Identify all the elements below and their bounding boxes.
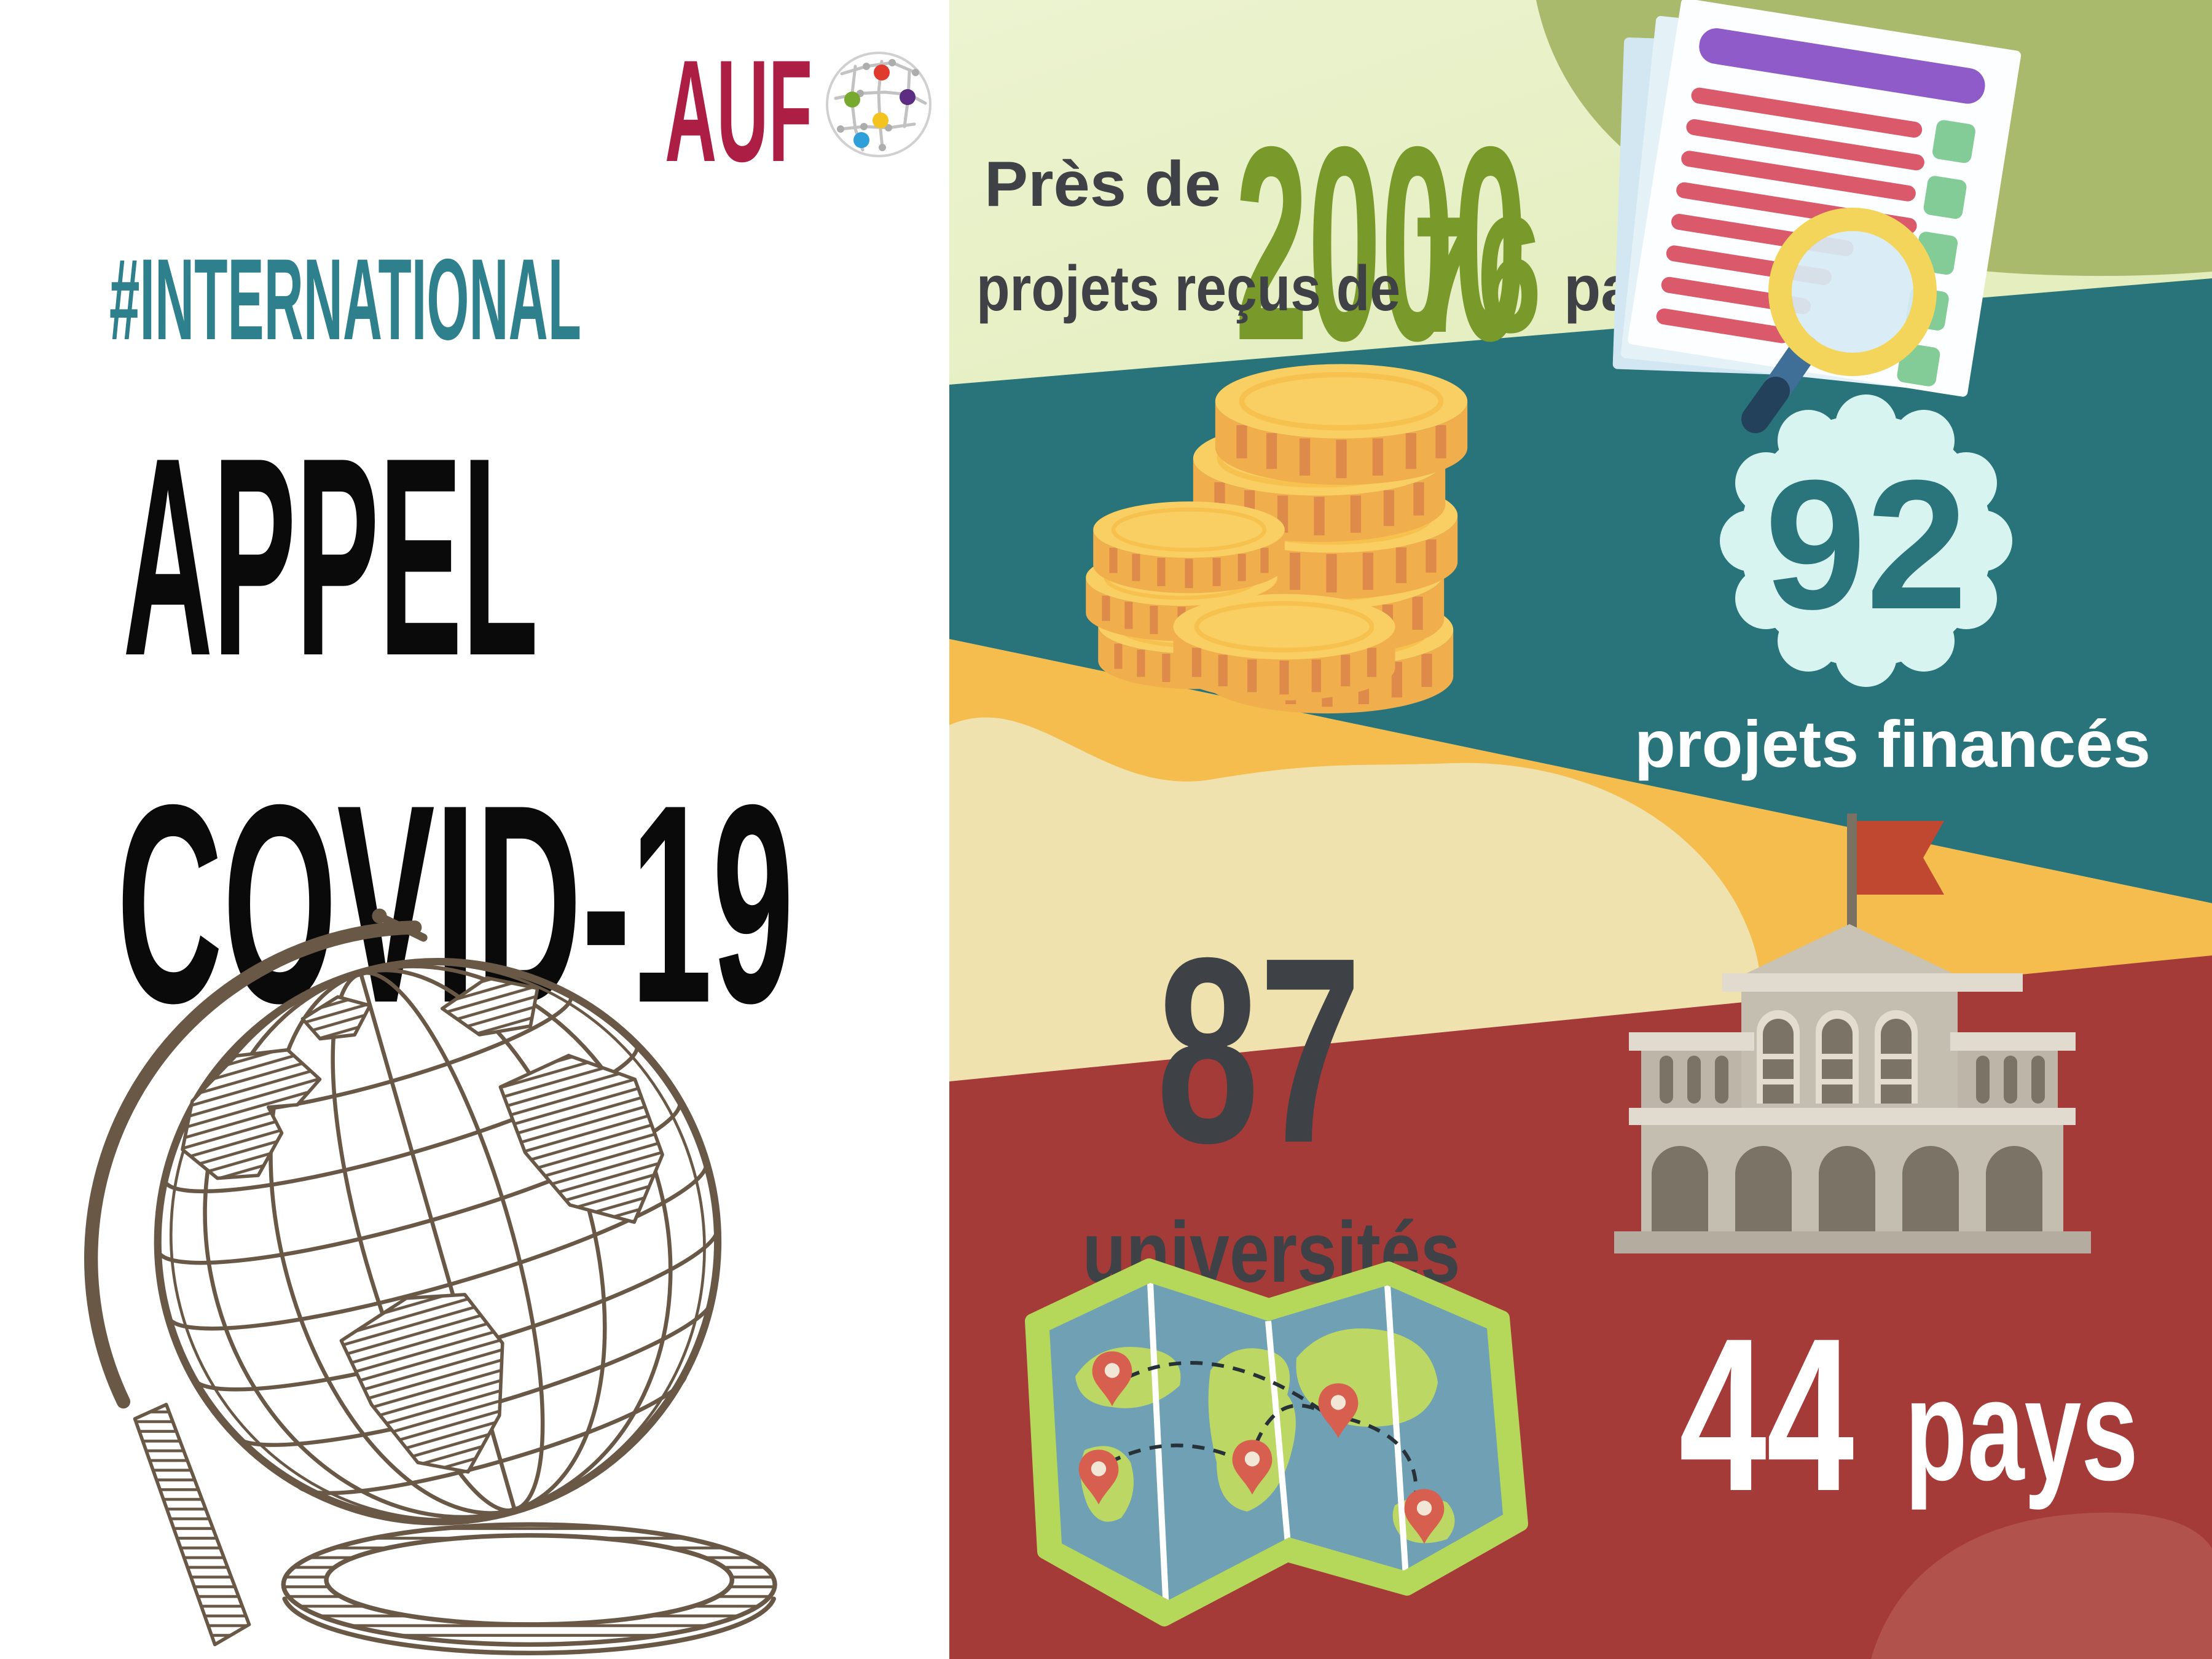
flag-icon <box>1857 821 1944 895</box>
received-value: 2000 <box>1235 90 1527 398</box>
globe-continent-greenland <box>300 995 372 1041</box>
building-upper-windows <box>1757 1010 1918 1104</box>
building-ground-arches <box>1652 1146 2042 1231</box>
document-search-icon <box>1612 0 2022 433</box>
cream-blob <box>949 717 1760 1100</box>
flag-pole <box>1847 814 1857 930</box>
auf-network-globe-icon <box>826 52 931 157</box>
auf-logo-text: AUF <box>665 30 812 192</box>
auf-logo: AUF <box>665 30 931 192</box>
document-header-bar <box>1699 28 1985 104</box>
globe-continent-south-america <box>339 1293 504 1474</box>
countries-label: pays <box>1905 1349 2138 1510</box>
page-title-line1: APPEL <box>123 399 538 715</box>
universities-value: 87 <box>1156 903 1362 1198</box>
funded-value: 92 <box>1765 441 1967 648</box>
received-value2: 76 <box>1413 182 1542 367</box>
funded-label: projets financés <box>1634 707 2151 781</box>
magnifier-icon <box>1741 208 1937 433</box>
received-line2-prefix: projets reçus de <box>976 253 1400 324</box>
world-map-icon <box>1025 1258 1528 1626</box>
hashtag-international: #INTERNATIONAL <box>109 235 581 364</box>
globe-base-ring <box>281 1522 777 1647</box>
university-building-icon <box>1614 814 2091 1253</box>
stat-received: Près de 2000 projets reçus de 76 pays <box>976 90 1702 398</box>
building-wing-slots <box>1660 1056 2045 1104</box>
countries-value: 44 <box>1679 1293 1856 1537</box>
right-panel: Près de 2000 projets reçus de 76 pays <box>949 0 2212 1659</box>
badge-92 <box>1720 394 2012 687</box>
desk-globe-illustration <box>84 908 777 1655</box>
globe-continent-north-america <box>181 1048 322 1180</box>
globe-continent-africa <box>498 1054 664 1224</box>
globe-continent-europe <box>440 976 539 1037</box>
red-corner-blob <box>1871 1512 2212 1659</box>
stat-funded: 92 projets financés <box>1634 394 2151 781</box>
stat-countries: 44 pays <box>1679 1293 2139 1537</box>
received-prefix: Près de <box>984 149 1221 220</box>
